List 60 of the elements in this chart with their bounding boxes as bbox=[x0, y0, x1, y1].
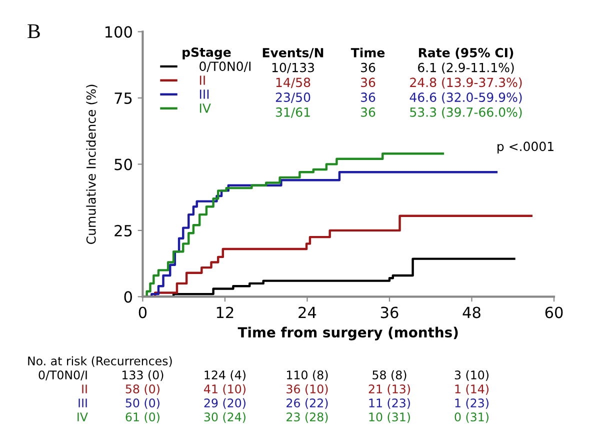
annotation: 36 bbox=[361, 78, 376, 88]
text: 0/T0N0/I bbox=[38, 370, 87, 380]
legend-title: pStage bbox=[182, 47, 231, 60]
legend-label: IV bbox=[200, 104, 211, 113]
chart-title: B bbox=[28, 24, 40, 38]
annotation: 46.6 (32.0-59.9%) bbox=[410, 92, 522, 104]
annotation: 14/58 bbox=[276, 78, 310, 88]
legend-label: II bbox=[200, 76, 205, 85]
text: III bbox=[78, 398, 87, 408]
legend-label: III bbox=[200, 90, 209, 99]
annotation: 36 bbox=[361, 92, 376, 102]
annotation: Time bbox=[350, 48, 385, 58]
text: 0 (31) bbox=[454, 412, 488, 423]
x-tick-label: 12 bbox=[216, 306, 234, 318]
annotation: 36 bbox=[361, 62, 376, 72]
y-tick-label: 0 bbox=[124, 291, 132, 303]
annotation: 53.3 (39.7-66.0%) bbox=[410, 107, 522, 118]
text: 36 (10) bbox=[286, 384, 328, 395]
text: 124 (4) bbox=[204, 370, 246, 381]
x-tick-label: 0 bbox=[138, 306, 147, 318]
text: 133 (0) bbox=[122, 370, 164, 381]
annotation: p <.0001 bbox=[498, 142, 554, 154]
text: 58 (0) bbox=[126, 384, 160, 395]
text: 21 (13) bbox=[368, 384, 410, 395]
annotation: 24.8 (13.9-37.3%) bbox=[410, 77, 522, 89]
text: II bbox=[82, 384, 87, 394]
y-tick-label: 50 bbox=[114, 158, 132, 170]
text: 26 (22) bbox=[286, 398, 328, 409]
legend-label: 0/T0N0/I bbox=[200, 62, 250, 72]
text: 10 (31) bbox=[369, 412, 410, 423]
y-tick-label: 75 bbox=[114, 92, 132, 104]
text: 110 (8) bbox=[287, 370, 328, 381]
annotation: Events/N bbox=[262, 48, 324, 58]
text: 50 (0) bbox=[126, 398, 160, 409]
text: 58 (8) bbox=[372, 370, 406, 381]
text: 41 (10) bbox=[204, 384, 246, 395]
annotation: 10/133 bbox=[272, 62, 314, 74]
x-tick-label: 36 bbox=[380, 306, 398, 318]
text: 29 (20) bbox=[204, 398, 246, 409]
text: 61 (0) bbox=[126, 412, 160, 423]
y-axis-title: Cumulative Incidence (%) bbox=[86, 84, 98, 244]
text: 1 (23) bbox=[455, 398, 488, 409]
text: 3 (10) bbox=[454, 370, 488, 381]
annotation: 23/50 bbox=[276, 92, 310, 103]
y-tick-label: 100 bbox=[105, 26, 132, 38]
text: 23 (28) bbox=[286, 412, 328, 423]
text: 11 (23) bbox=[369, 398, 410, 409]
annotation: 6.1 (2.9-11.1%) bbox=[418, 62, 514, 74]
annotation: Rate (95% CI) bbox=[418, 48, 514, 59]
x-tick-label: 60 bbox=[545, 306, 563, 318]
text: 1 (14) bbox=[455, 384, 488, 395]
x-tick-label: 24 bbox=[298, 306, 316, 318]
x-axis-title: Time from surgery (months) bbox=[238, 326, 458, 340]
text: No. at risk (Recurrences) bbox=[28, 356, 172, 367]
x-tick-label: 48 bbox=[462, 306, 480, 318]
text: IV bbox=[78, 412, 88, 422]
y-tick-label: 25 bbox=[114, 224, 132, 236]
text: 30 (24) bbox=[204, 412, 246, 423]
annotation: 36 bbox=[361, 107, 376, 117]
annotation: 31/61 bbox=[276, 107, 310, 118]
